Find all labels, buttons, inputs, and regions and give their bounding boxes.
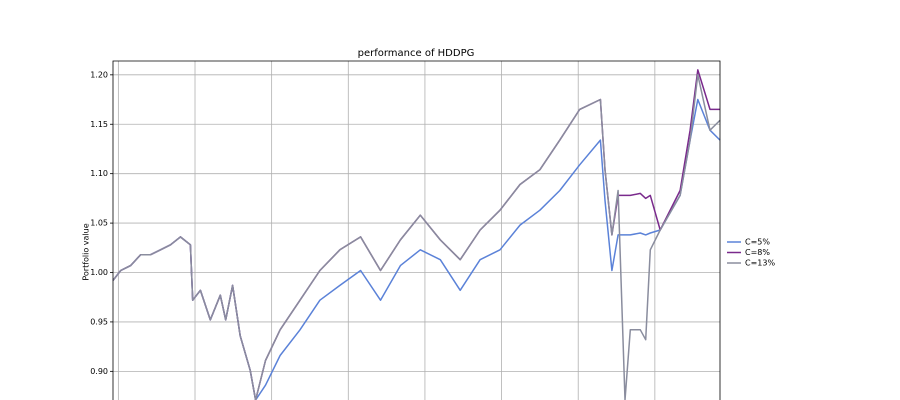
y-tick-label: 0.90	[90, 367, 108, 376]
y-tick-label: 0.95	[90, 317, 108, 326]
y-tick-label: 1.05	[90, 219, 108, 228]
legend-label: C=13%	[745, 259, 775, 268]
chart-title: performance of HDDPG	[358, 48, 475, 59]
y-tick-label: 1.20	[90, 70, 108, 79]
legend-label: C=5%	[745, 238, 770, 247]
plot-frame	[112, 60, 721, 400]
y-tick-label: 1.10	[90, 169, 108, 178]
series-line	[112, 74, 721, 400]
y-tick-label: 1.15	[90, 120, 108, 129]
y-tick-label: 1.00	[90, 268, 108, 277]
legend-label: C=8%	[745, 248, 770, 257]
y-axis-label: Portfolio value	[82, 223, 91, 280]
